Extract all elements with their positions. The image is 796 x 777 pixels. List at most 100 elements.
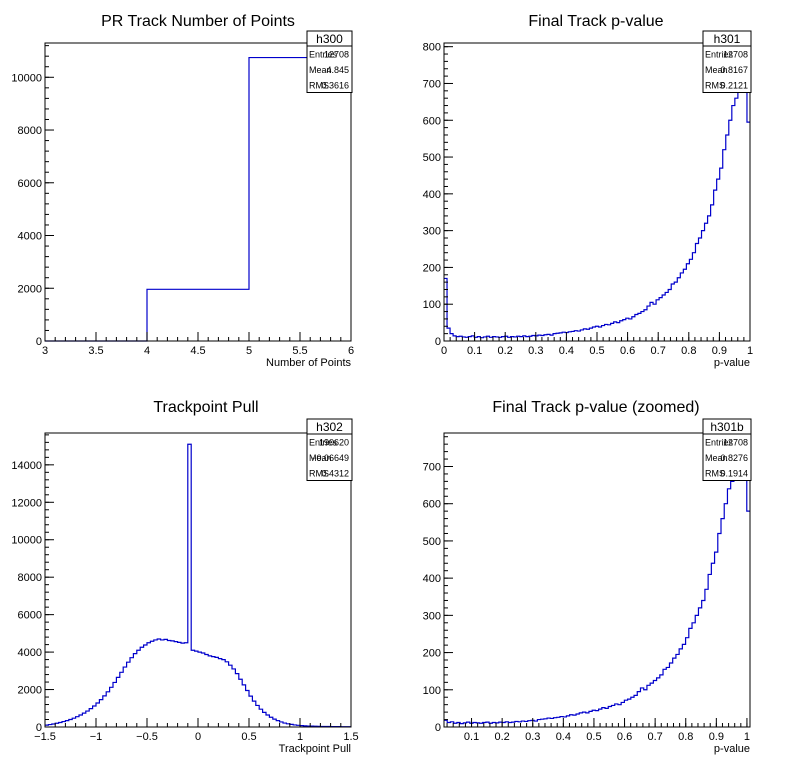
histogram-bin <box>568 332 571 341</box>
histogram-bin <box>737 455 740 727</box>
histogram-bin <box>689 628 692 727</box>
stats-row-value: 0.3616 <box>321 81 349 91</box>
histogram-bin <box>718 533 721 727</box>
y-tick-label: 400 <box>423 189 441 201</box>
histogram-bin <box>184 643 187 727</box>
histogram-bin <box>708 574 711 727</box>
histogram-bin <box>617 323 620 341</box>
histogram-bin <box>702 231 705 341</box>
y-tick-label: 0 <box>36 336 42 348</box>
histogram-bin <box>644 310 647 341</box>
histogram-bin <box>167 640 170 727</box>
histogram-bin <box>727 489 730 727</box>
x-axis-label: Number of Points <box>266 357 351 369</box>
histogram-bin <box>650 683 653 727</box>
histogram-bin <box>659 298 662 341</box>
histogram-bin <box>574 331 577 341</box>
x-tick-label: 0.5 <box>586 731 601 743</box>
histogram-bin <box>541 719 544 727</box>
histogram-bin <box>628 699 631 727</box>
histogram-bin <box>729 120 732 341</box>
histogram-bin <box>711 563 714 727</box>
x-tick-label: 0.1 <box>464 731 479 743</box>
histogram-bin <box>127 662 130 727</box>
histogram-bin <box>229 665 232 727</box>
x-tick-label: 0 <box>195 731 201 743</box>
stats-row-value: 12708 <box>723 50 748 60</box>
y-tick-label: 300 <box>423 226 441 238</box>
histogram-bin <box>174 642 177 727</box>
histogram-bin <box>201 653 204 727</box>
histogram-bin <box>595 711 598 727</box>
stats-row-value: 4.845 <box>326 65 349 75</box>
histogram-bin <box>520 337 523 341</box>
histogram-bin <box>137 650 140 727</box>
histogram-bin <box>608 707 611 727</box>
histogram-bin <box>222 660 225 727</box>
histogram-bin <box>157 639 160 727</box>
histogram-bin <box>130 658 133 727</box>
histogram-bin <box>698 238 701 341</box>
histogram-bin <box>534 721 537 727</box>
x-tick-label: 0.1 <box>467 345 482 357</box>
y-tick-label: 14000 <box>11 460 42 472</box>
histogram-bin <box>724 504 727 727</box>
histogram-bin <box>695 244 698 341</box>
x-tick-label: 0.3 <box>528 345 543 357</box>
x-tick-label: 0 <box>441 345 447 357</box>
histogram-bin <box>686 264 689 341</box>
histogram-bin <box>120 672 123 727</box>
x-tick-label: 3 <box>42 345 48 357</box>
panel-title: Trackpoint Pull <box>153 399 258 416</box>
x-tick-label: 3.5 <box>88 345 103 357</box>
y-tick-label: 500 <box>423 536 441 548</box>
histogram-bin <box>682 644 685 727</box>
histogram-bin <box>735 98 738 341</box>
histogram-bin <box>615 704 618 727</box>
x-tick-label: 4 <box>144 345 150 357</box>
histogram-bin <box>671 284 674 341</box>
x-tick-label: −1 <box>90 731 103 743</box>
histogram-bin <box>641 312 644 341</box>
histogram-bin <box>676 654 679 727</box>
histogram-bin <box>556 333 559 341</box>
histogram-bin <box>673 658 676 727</box>
histogram-bin <box>629 319 632 341</box>
histogram-bin <box>637 692 640 727</box>
x-tick-label: 5.5 <box>292 345 307 357</box>
histogram-bin <box>191 650 194 727</box>
x-tick-label: 1 <box>744 731 750 743</box>
histogram-bin <box>140 647 143 727</box>
x-tick-label: 5 <box>246 345 252 357</box>
x-tick-label: 4.5 <box>190 345 205 357</box>
x-axis-label: p-value <box>714 743 750 755</box>
histogram-bin <box>726 135 729 341</box>
x-tick-label: 0.5 <box>241 731 256 743</box>
histogram-bin <box>554 718 557 727</box>
histogram-bin <box>705 223 708 341</box>
y-tick-label: 600 <box>423 499 441 511</box>
y-tick-label: 700 <box>423 78 441 90</box>
histogram-bin <box>714 190 717 341</box>
histogram-bin <box>647 306 650 341</box>
panel-title: Final Track p-value (zoomed) <box>492 399 699 416</box>
histogram-bin <box>734 470 737 727</box>
histogram-outline <box>45 58 351 341</box>
x-tick-label: 0.5 <box>589 345 604 357</box>
x-tick-label: 0.8 <box>678 731 693 743</box>
histogram-bin <box>123 667 126 727</box>
stats-name: h302 <box>316 420 343 434</box>
histogram-bin <box>560 717 563 727</box>
histogram-bin <box>541 335 544 341</box>
histogram-bin <box>589 711 592 727</box>
histogram-bin <box>212 657 215 727</box>
histogram-bin <box>623 320 626 341</box>
stats-row-value: 0.2121 <box>720 81 748 91</box>
histogram-bin <box>576 714 579 727</box>
x-tick-label: 0.4 <box>556 731 571 743</box>
